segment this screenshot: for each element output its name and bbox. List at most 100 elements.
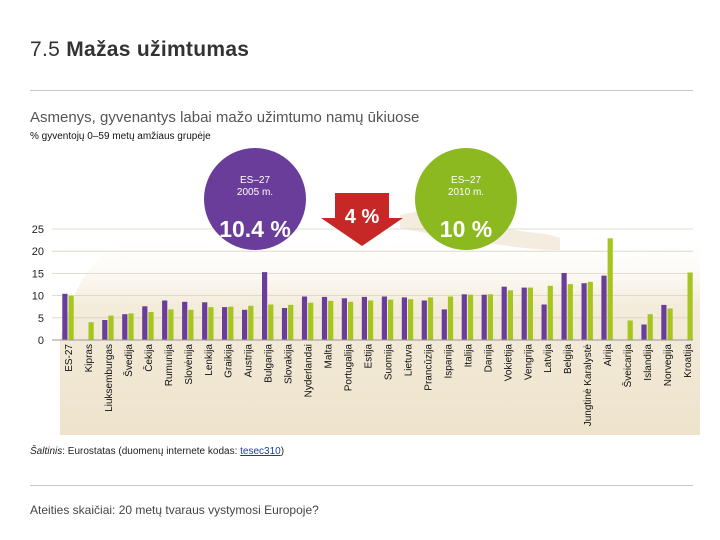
page-title: 7.5 Mažas užimtumas <box>30 38 249 62</box>
bar-2010 <box>188 309 194 340</box>
bar-2005 <box>102 320 108 340</box>
bar-2010 <box>388 299 394 340</box>
bar-2005 <box>521 287 527 340</box>
bar-2005 <box>242 309 248 340</box>
x-tick-label: Bulgarija <box>264 344 275 383</box>
bar-2010 <box>487 294 493 340</box>
x-tick-label: Čekija <box>142 344 155 372</box>
y-tick-label: 5 <box>38 313 44 325</box>
callout-right: ES–27 2010 m. 10 % <box>415 148 517 250</box>
x-tick-label: Islandija <box>643 344 654 381</box>
x-tick-label: Rumunija <box>164 344 175 387</box>
bar-2010 <box>108 315 114 340</box>
x-tick-label: Ispanija <box>443 344 454 379</box>
x-tick-label: Austrija <box>244 344 255 378</box>
bar-2005 <box>401 297 407 340</box>
x-tick-label: ES-27 <box>64 344 75 372</box>
y-tick-label: 15 <box>32 268 44 280</box>
x-axis-labels: ES-27 Kipras Liuksemburgas Švedija Čekija Rum… <box>64 344 694 427</box>
bar-2005 <box>641 324 647 340</box>
x-tick-label: Italija <box>463 344 474 368</box>
bar-2005 <box>62 293 68 340</box>
bar-2010 <box>208 307 214 340</box>
bar-2010 <box>328 300 334 340</box>
bar-2005 <box>162 300 168 340</box>
bar-2010 <box>68 295 74 340</box>
bar-2010 <box>667 308 673 340</box>
source-code-link[interactable]: tesec310 <box>240 446 281 457</box>
bar-2010 <box>408 299 414 340</box>
bar-2010 <box>567 284 573 340</box>
callout-right-circle <box>415 148 517 250</box>
x-tick-label: Kroatija <box>683 344 694 378</box>
x-tick-label: Latvija <box>543 344 554 373</box>
bars <box>62 238 693 340</box>
y-tick-label: 0 <box>38 335 44 347</box>
y-tick-label: 10 <box>32 291 44 303</box>
bar-2005 <box>182 301 188 340</box>
bar-2005 <box>222 307 228 340</box>
x-tick-label: Nyderlandai <box>304 344 315 397</box>
bar-2010 <box>128 313 134 340</box>
bar-2005 <box>501 286 507 340</box>
y-tick-label: 25 <box>32 224 44 236</box>
callout-right-label2: 2010 m. <box>448 187 484 198</box>
bar-2010 <box>627 320 633 340</box>
bar-2010 <box>88 322 94 340</box>
source-note: Šaltinis: Eurostatas (duomenų internete … <box>30 446 284 457</box>
x-tick-label: Vengrija <box>523 344 534 381</box>
bar-2010 <box>447 296 454 340</box>
bar-2005 <box>142 306 148 340</box>
bar-2010 <box>148 312 154 340</box>
section-number: 7.5 <box>30 38 61 61</box>
y-axis-ticks: 0 5 10 15 20 25 <box>32 224 44 347</box>
bar-2010 <box>607 238 613 340</box>
x-tick-label: Vokietija <box>503 344 514 382</box>
bar-2005 <box>481 294 487 340</box>
callout-left: ES–27 2005 m. 10.4 % <box>204 148 306 250</box>
bar-2005 <box>202 302 208 340</box>
callout-left-label1: ES–27 <box>240 175 270 186</box>
x-tick-label: Slovakija <box>284 344 295 384</box>
bar-2010 <box>268 304 274 340</box>
bar-2005 <box>361 296 367 340</box>
bar-2005 <box>421 300 427 340</box>
bar-2005 <box>381 296 387 340</box>
bar-2005 <box>301 296 308 340</box>
bar-2010 <box>248 305 254 340</box>
x-tick-label: Malta <box>324 344 335 369</box>
x-tick-label: Slovėnija <box>184 344 195 385</box>
bar-2005 <box>441 309 447 340</box>
bar-2010 <box>288 304 294 340</box>
chart-subtitle: Asmenys, gyvenantys labai mažo užimtumo … <box>30 109 420 126</box>
y-tick-label: 20 <box>32 246 44 258</box>
source-text: : Eurostatas (duomenų internete kodas: <box>62 446 241 457</box>
x-tick-label: Norvegija <box>663 344 674 387</box>
bar-2010 <box>647 314 653 340</box>
x-tick-label: Airija <box>603 344 614 367</box>
x-tick-label: Danija <box>483 344 494 373</box>
x-tick-label: Estija <box>364 344 375 369</box>
callout-mid: 4 % <box>321 193 403 246</box>
x-tick-label: Lenkija <box>204 344 215 376</box>
callout-left-circle <box>204 148 306 250</box>
bar-2010 <box>348 301 354 340</box>
bar-2010 <box>547 285 553 340</box>
bar-2010 <box>168 309 174 340</box>
bar-2005 <box>321 296 328 340</box>
callout-left-value: 10.4 % <box>219 216 291 242</box>
bar-2010 <box>527 287 533 340</box>
bar-2005 <box>601 275 607 340</box>
bar-2005 <box>341 298 347 340</box>
bar-2010 <box>467 294 474 340</box>
footer-text: Ateities skaičiai: 20 metų tvaraus vysty… <box>30 503 319 517</box>
bar-2010 <box>587 281 593 340</box>
bar-2005 <box>581 283 587 340</box>
title-divider <box>30 90 693 91</box>
callout-right-value: 10 % <box>440 216 492 242</box>
bar-2010 <box>368 300 374 340</box>
section-title: Mažas užimtumas <box>66 38 250 61</box>
callout-mid-value: 4 % <box>345 206 380 228</box>
x-tick-label: Švedija <box>122 344 135 377</box>
